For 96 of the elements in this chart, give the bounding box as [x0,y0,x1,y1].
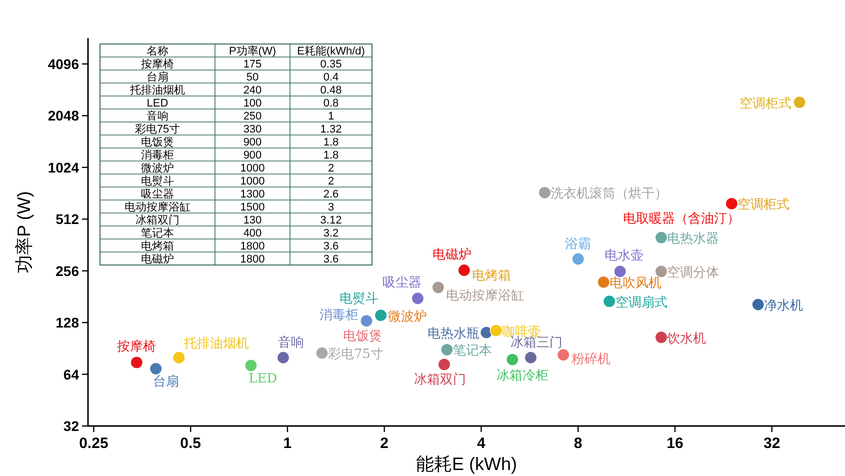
x-tick-label: 32 [764,435,780,452]
series-label: 净水机 [764,298,804,314]
series-label: 空调分体 [667,265,720,280]
annotation: 电磁炉 [141,252,174,266]
annotation: 电饭煲 [141,136,174,148]
y-tick-label: 2048 [48,108,80,124]
series-label: 电动按摩浴缸 [446,288,524,304]
series-label: 浴霸 [565,237,592,252]
annotation: 330 [243,124,262,136]
annotation: 1.8 [323,136,339,148]
annotation: 3.6 [323,254,339,266]
series-label: 冰箱双门 [414,371,466,388]
annotation: 3.12 [320,214,342,226]
annotation: 电熨斗 [141,174,174,188]
x-tick-label: 1 [283,435,292,452]
annotation: 175 [243,58,262,70]
annotation: 250 [243,110,262,122]
annotation: 吸尘器 [141,188,174,200]
annotation: 130 [243,214,262,226]
y-tick-label: 512 [56,211,80,228]
annotation: 1.8 [323,150,339,162]
annotation: 1000 [240,162,265,174]
annotation: E耗能(kWh/d) [297,44,365,58]
y-tick-label: 256 [56,262,80,279]
annotation: 1800 [240,254,265,266]
annotation: 3.2 [323,228,339,240]
annotation: 0.4 [323,72,339,84]
x-tick-label: 8 [574,435,582,452]
annotation: 电烤箱 [141,240,174,252]
annotation: 0.8 [323,98,339,110]
series-label: 电水壶 [604,248,644,264]
x-tick-label: 2 [380,435,389,452]
annotation: 音响 [146,110,168,122]
series-label: 电吹风机 [610,276,662,292]
series-label: 洗衣机滚筒（烘干） [550,186,668,202]
series-label: 电熨斗 [339,291,378,306]
x-tick-label: 4 [477,435,486,452]
series-label: 空调柜式 [740,96,792,112]
annotation: 240 [243,84,262,96]
annotation: 100 [243,98,262,110]
series-label: 电磁炉 [432,247,472,262]
annotation: P功率(W) [228,44,276,58]
series-label: 吸尘器 [382,275,422,290]
annotation: 微波炉 [141,162,174,174]
annotation: 2 [328,162,334,174]
annotation: 消毒柜 [141,148,174,162]
annotation: 900 [243,136,262,148]
series-label: 空调扇式 [615,294,668,310]
series-label: 冰箱冷柜 [496,368,548,384]
series-label: LED [248,371,278,386]
series-label: 托排油烟机 [182,336,249,352]
annotation: 台扇 [146,70,168,84]
annotation: 0.35 [320,58,342,70]
y-tick-label: 64 [63,366,80,382]
x-axis-title: 能耗E (kWh) [416,454,517,474]
series-label: 粉碎机 [571,352,610,367]
annotation: 3 [328,202,334,214]
annotation: 1000 [240,176,265,188]
x-tick-label: 0.25 [79,435,108,452]
annotation: 托排油烟机 [129,84,185,96]
y-tick-label: 32 [63,418,80,434]
annotation: 1300 [240,188,265,200]
annotation: 冰箱双门 [136,214,180,226]
annotation: 笔记本 [141,226,174,240]
annotation: 400 [243,228,262,240]
annotation: 1800 [240,240,265,252]
annotation: 彩电75寸 [134,122,180,136]
series-label: 饮水机 [666,331,706,346]
annotation: 1 [328,110,334,122]
y-tick-label: 1024 [48,159,80,176]
annotation: 1500 [240,202,265,214]
y-tick-label: 128 [56,314,80,331]
series-label: 台扇 [152,374,179,390]
series-label: 电取暖器（含油汀） [623,212,740,227]
annotation: 2 [328,176,334,188]
series-label: 音响 [278,336,304,351]
annotation: 名称 [146,46,168,58]
annotation: LED [146,98,168,110]
series-label: 笔记本 [452,344,492,359]
x-tick-label: 0.5 [180,435,202,452]
series-label: 彩电75寸 [328,347,384,362]
series-label: 按摩椅 [117,339,156,354]
annotation: 0.48 [320,84,342,96]
annotation: 按摩椅 [141,58,174,70]
x-tick-label: 16 [666,435,684,452]
y-tick-label: 4096 [48,56,80,72]
series-label: 电热水器 [667,232,720,247]
series-label: 电热水瓶 [427,326,480,342]
y-axis-title: 功率P (W) [14,191,34,273]
annotation: 2.6 [323,188,339,200]
annotation: 900 [243,150,262,162]
annotation: 3.6 [323,240,339,252]
annotation: 50 [246,72,259,84]
annotation: 电动按摩浴缸 [124,200,190,214]
annotation: 1.32 [320,124,342,136]
series-label: 消毒柜 [319,308,358,323]
